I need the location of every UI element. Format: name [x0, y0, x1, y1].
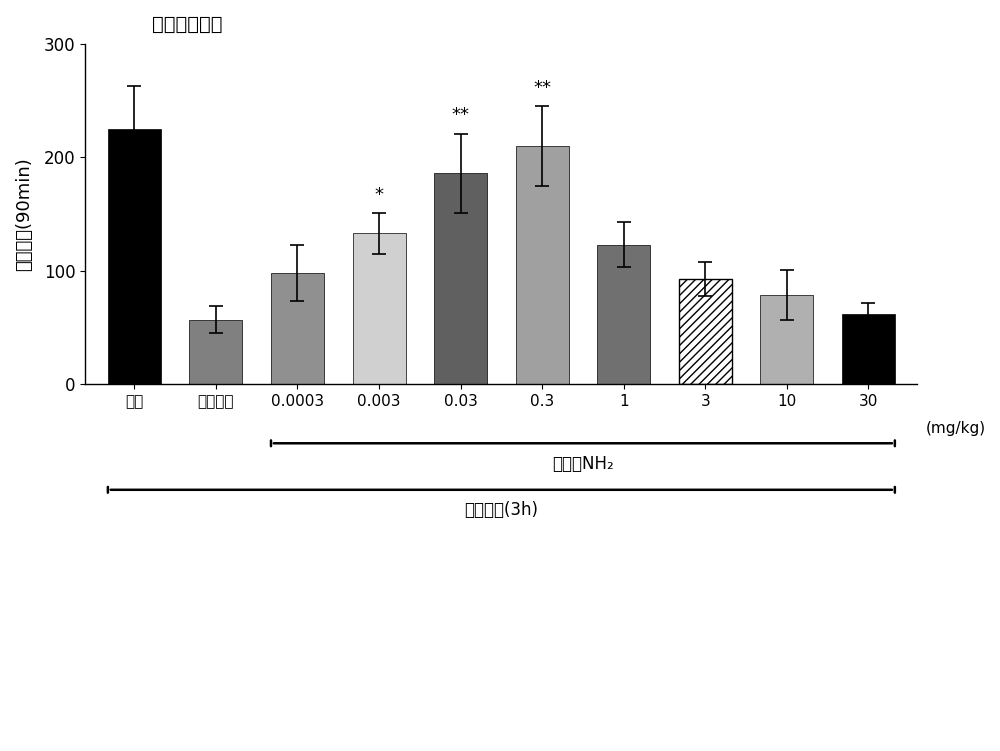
Text: (mg/kg): (mg/kg) — [925, 421, 986, 436]
Text: 疏水性NH₂: 疏水性NH₂ — [552, 454, 614, 472]
Bar — [842, 314, 895, 385]
Bar — [597, 245, 650, 385]
Y-axis label: 自主活动(90min): 自主活动(90min) — [15, 157, 33, 271]
Text: **: ** — [452, 107, 470, 125]
Bar — [516, 146, 569, 385]
Bar — [189, 320, 242, 385]
Text: 疏水性肽级分: 疏水性肽级分 — [152, 15, 223, 34]
Bar — [271, 273, 324, 385]
Text: *: * — [375, 186, 384, 204]
Text: **: ** — [533, 79, 551, 97]
Bar — [108, 129, 161, 385]
Bar — [434, 173, 487, 385]
Bar — [679, 279, 732, 385]
Text: 强制步行(3h): 强制步行(3h) — [464, 501, 538, 519]
Bar — [353, 234, 406, 385]
Bar — [760, 294, 813, 385]
